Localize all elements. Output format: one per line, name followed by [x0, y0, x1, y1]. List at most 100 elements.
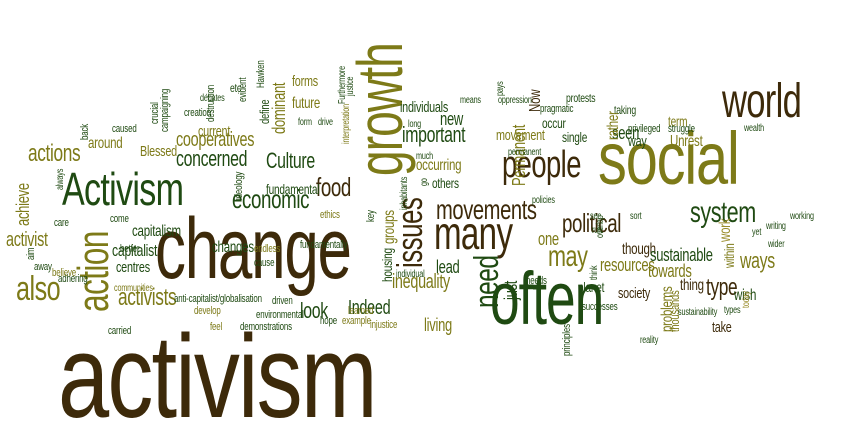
- word-may: may: [548, 240, 588, 273]
- word-protests: protests: [566, 91, 596, 105]
- word-movement: movement: [496, 127, 545, 144]
- word-principles: principles: [561, 324, 573, 356]
- word-learned: learned: [348, 305, 374, 317]
- word-movements: movements: [436, 194, 537, 225]
- word-ways: ways: [740, 248, 775, 273]
- word-hope: hope: [320, 315, 337, 327]
- word-run: run: [592, 225, 602, 236]
- word-activist: activist: [6, 229, 48, 251]
- word-example: example: [342, 315, 371, 327]
- word-define: define: [257, 99, 272, 124]
- word-term: term: [668, 113, 688, 129]
- word-planet: planet: [578, 279, 605, 295]
- word-environmental: environmental: [256, 309, 304, 321]
- word-back: back: [79, 123, 91, 140]
- word-form: form: [298, 117, 312, 128]
- word-develop: develop: [194, 305, 221, 317]
- word-communities: communities: [114, 283, 153, 294]
- word-living: living: [424, 315, 452, 335]
- word-groups: groups: [381, 210, 398, 244]
- word-debates: debates: [200, 93, 225, 104]
- word-people: people: [502, 144, 581, 186]
- word-go: go: [419, 178, 430, 186]
- word-actions: actions: [28, 140, 81, 167]
- word-important: important: [402, 122, 466, 147]
- word-always: always: [55, 168, 66, 190]
- word-struggle: struggle: [668, 123, 695, 135]
- word-ethics: ethics: [320, 209, 340, 221]
- word-today: today: [741, 291, 752, 308]
- word-culture: Culture: [266, 148, 315, 173]
- word-seen: seen: [612, 123, 640, 143]
- word-way: way: [628, 133, 647, 150]
- word-unrest: Unrest: [670, 133, 703, 150]
- word-thing: thing: [680, 277, 704, 294]
- word-hawken: Hawken: [255, 60, 267, 88]
- word-evident: evident: [237, 77, 249, 102]
- word-centres: centres: [116, 259, 150, 276]
- word-often: often: [490, 257, 604, 340]
- word-caused: caused: [112, 123, 137, 135]
- word-yet: yet: [752, 227, 762, 238]
- word-though: though: [622, 241, 656, 258]
- word-activism: activism: [58, 311, 378, 440]
- word-capitalist: capitalist: [112, 241, 158, 260]
- word-single: single: [562, 129, 588, 145]
- word-new: new: [440, 109, 464, 129]
- word-others: others: [432, 175, 459, 191]
- word-taking: taking: [614, 103, 637, 117]
- word-achieve: achieve: [13, 183, 33, 226]
- word-wish: wish: [734, 287, 757, 304]
- word-lead: lead: [436, 257, 460, 277]
- word-capitalism: capitalism: [132, 223, 181, 240]
- word-oppression: oppression: [498, 95, 532, 106]
- word-creation: creation: [184, 107, 211, 119]
- word-justice: justice: [345, 76, 356, 96]
- word-endless: endless: [254, 243, 281, 255]
- word-dominant: dominant: [269, 82, 289, 134]
- word-come: come: [110, 213, 129, 225]
- word-change: change: [155, 201, 352, 297]
- word-current: current: [198, 123, 231, 140]
- word-believe: believe: [52, 267, 76, 279]
- word-reality: reality: [640, 335, 659, 346]
- word-much: much: [416, 151, 434, 162]
- word-wider: wider: [768, 239, 785, 250]
- word-drive: drive: [318, 117, 333, 128]
- word-occur: occur: [542, 115, 566, 131]
- word-injustice: injustice: [370, 319, 398, 331]
- word-permanent: permanent: [508, 147, 542, 158]
- word-changes: changes: [212, 239, 254, 256]
- word-campaigning: campaigning: [159, 88, 171, 132]
- word-sustainability: sustainability: [678, 307, 718, 318]
- word-away: away: [34, 261, 52, 273]
- word-type: type: [706, 274, 738, 301]
- word-look: look: [300, 298, 328, 323]
- word-wealth: wealth: [744, 123, 764, 134]
- word-many: many: [434, 207, 513, 259]
- word-economic: economic: [232, 184, 310, 214]
- word-demonstrations: demonstrations: [240, 321, 292, 333]
- word-just: just: [501, 280, 521, 300]
- word-ideology: ideology: [233, 171, 245, 200]
- word-work: work: [717, 218, 734, 242]
- word-etc: etc: [230, 81, 242, 95]
- word-system: system: [690, 196, 756, 229]
- word-concerned: concerned: [176, 146, 248, 171]
- word-inequality: inequality: [392, 271, 450, 293]
- word-forms: forms: [292, 73, 318, 90]
- word-blessed: Blessed: [140, 143, 177, 160]
- word-world: world: [722, 75, 802, 128]
- word-political: political: [562, 208, 622, 238]
- word-need: need: [468, 255, 506, 308]
- word-food: food: [316, 172, 351, 202]
- word-adhering: adhering: [58, 273, 88, 285]
- word-interpretation: interpretation: [341, 103, 352, 144]
- word-key: key: [365, 210, 377, 222]
- word-types: types: [724, 305, 741, 316]
- word-successes: successes: [582, 301, 618, 313]
- word-overlap: overlap: [595, 215, 606, 238]
- word-around: around: [88, 135, 123, 152]
- word-policies: policies: [532, 195, 555, 206]
